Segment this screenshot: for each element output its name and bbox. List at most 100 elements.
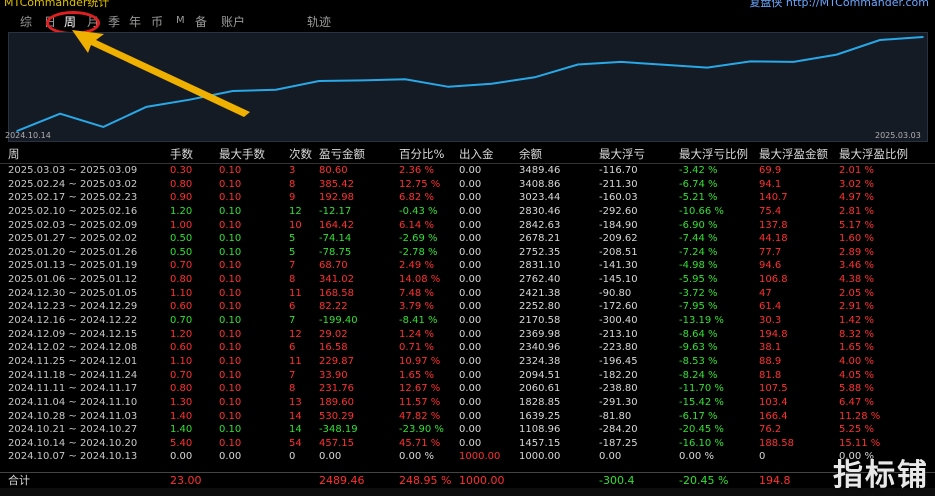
tab-trajectory[interactable]: 轨迹 [307,15,332,29]
cell-max-float-profit: 166.4 [759,410,788,422]
cell-pnl: 16.58 [319,342,348,354]
cell-max-float-profit-pct: 15.11 % [839,437,881,449]
cell-week: 2025.01.27 ~ 2025.02.02 [8,233,138,245]
cell-max-float-loss-pct: -16.10 % [679,437,724,449]
cell-count: 12 [289,205,302,217]
cell-week: 2024.12.09 ~ 2024.12.15 [8,328,138,340]
cell-max-float-loss: -90.80 [599,287,632,299]
cell-pnl: 29.02 [319,328,348,340]
cell-max-float-loss: -184.90 [599,219,638,231]
table-row[interactable]: 2025.02.03 ~ 2025.02.09 1.00 0.10 10 164.42 6… [0,219,935,233]
equity-point [188,98,191,101]
cell-pnl: 229.87 [319,355,354,367]
tab-bar: 综 日 周 月 季 年 币 M 备 账户 轨迹 [0,10,935,32]
cell-lots: 0.80 [170,383,193,395]
cell-max-lots: 0.10 [219,274,242,286]
cell-deposit: 0.00 [459,437,482,449]
cell-balance: 2830.46 [519,205,561,217]
site-link[interactable]: 复盘侠 http://MTCommander.com [749,0,929,9]
tab-overview[interactable]: 综 [20,15,33,29]
cell-max-lots: 0.10 [219,342,242,354]
table-row[interactable]: 2024.10.21 ~ 2024.10.27 1.40 0.10 14 -348.19… [0,423,935,437]
cell-balance: 1457.15 [519,437,561,449]
table-row[interactable]: 2025.03.03 ~ 2025.03.09 0.30 0.10 3 80.60 2.3… [0,164,935,178]
cell-deposit: 0.00 [459,178,482,190]
table-row[interactable]: 2024.10.14 ~ 2024.10.20 5.40 0.10 54 457.15 4… [0,437,935,451]
table-row[interactable]: 2024.12.30 ~ 2025.01.05 1.10 0.10 11 168.58 7… [0,287,935,301]
cell-percent: 45.71 % [399,437,441,449]
cell-pnl: -74.14 [319,233,352,245]
cell-count: 6 [289,301,296,313]
cell-max-lots: 0.10 [219,165,242,176]
cell-max-float-loss-pct: -5.21 % [679,192,718,204]
cell-count: 9 [289,192,296,204]
cell-max-float-loss: -209.62 [599,233,638,245]
equity-point [922,36,924,38]
col-header-count[interactable]: 次数 [289,147,312,161]
cell-lots: 0.70 [170,315,193,327]
cell-balance: 2678.21 [519,233,561,245]
col-header-max-float-loss-pct[interactable]: 最大浮亏比例 [679,147,748,161]
col-header-week[interactable]: 周 [8,147,20,161]
col-header-pnl[interactable]: 盈亏金额 [319,147,365,161]
equity-chart-svg [16,36,924,132]
cell-max-float-profit-pct: 4.00 % [839,355,874,367]
cell-week: 2024.10.14 ~ 2024.10.20 [8,437,138,449]
cell-lots: 0.50 [170,233,193,245]
table-row[interactable]: 2024.11.04 ~ 2024.11.10 1.30 0.10 13 189.60 1… [0,396,935,410]
cell-pnl: 33.90 [319,369,348,381]
cell-balance: 2752.35 [519,246,561,258]
cell-max-float-profit: 75.4 [759,205,782,217]
tab-currency[interactable]: 币 [151,15,164,29]
table-row[interactable]: 2025.01.20 ~ 2025.01.26 0.50 0.10 5 -78.75 -2… [0,246,935,260]
cell-count: 8 [289,383,296,395]
cell-count: 5 [289,233,296,245]
cell-max-lots: 0.10 [219,287,242,299]
col-header-deposit[interactable]: 出入金 [459,147,494,161]
total-cell-percent: 248.95 % [399,474,452,487]
tab-m[interactable]: M [176,15,185,26]
col-header-max-lots[interactable]: 最大手数 [219,147,265,161]
tab-notes[interactable]: 备 [195,15,208,29]
table-row[interactable]: 2024.11.18 ~ 2024.11.24 0.70 0.10 7 33.90 1.6… [0,369,935,383]
tab-year[interactable]: 年 [129,15,142,29]
cell-deposit: 0.00 [459,274,482,286]
table-row[interactable]: 2025.01.06 ~ 2025.01.12 0.80 0.10 8 341.02 14… [0,273,935,287]
cell-max-float-loss: -300.40 [599,315,638,327]
col-header-percent[interactable]: 百分比% [399,147,445,161]
tab-quarter[interactable]: 季 [108,15,121,29]
col-header-lots[interactable]: 手数 [170,147,193,161]
cell-max-float-profit-pct: 0.00 % [839,451,874,463]
table-row[interactable]: 2024.12.02 ~ 2024.12.08 0.60 0.10 6 16.58 0.7… [0,341,935,355]
cell-max-float-loss-pct: 0.00 % [679,451,714,463]
table-row[interactable]: 2024.12.23 ~ 2024.12.29 0.60 0.10 6 82.22 3.7… [0,300,935,314]
cell-count: 7 [289,369,296,381]
cell-pnl: 341.02 [319,274,354,286]
table-row[interactable]: 2025.02.17 ~ 2025.02.23 0.90 0.10 9 192.98 6.… [0,191,935,205]
table-row[interactable]: 2024.10.28 ~ 2024.11.03 1.40 0.10 14 530.29 4… [0,410,935,424]
table-row[interactable]: 2024.11.25 ~ 2024.12.01 1.10 0.10 11 229.87 1… [0,355,935,369]
col-header-max-float-loss[interactable]: 最大浮亏 [599,147,645,161]
cell-max-float-profit-pct: 11.28 % [839,410,881,422]
table-row[interactable]: 2024.12.09 ~ 2024.12.15 1.20 0.10 12 29.02 1.… [0,328,935,342]
table-row[interactable]: 2024.12.16 ~ 2024.12.22 0.70 0.10 7 -199.40 -… [0,314,935,328]
cell-max-float-loss-pct: -10.66 % [679,205,724,217]
table-row[interactable]: 2025.02.10 ~ 2025.02.16 1.20 0.10 12 -12.17 -… [0,205,935,219]
cell-deposit: 0.00 [459,369,482,381]
col-header-balance[interactable]: 余额 [519,147,542,161]
col-header-max-float-profit[interactable]: 最大浮盈金额 [759,147,828,161]
table-row[interactable]: 2025.02.24 ~ 2025.03.02 0.80 0.10 8 385.42 12… [0,178,935,192]
table-row[interactable]: 2024.10.07 ~ 2024.10.13 0.00 0.00 0 0.00 0.00… [0,450,935,464]
tab-account[interactable]: 账户 [221,15,246,29]
table-row[interactable]: 2024.11.11 ~ 2024.11.17 0.80 0.10 8 231.76 12… [0,382,935,396]
cell-max-float-loss: -223.80 [599,342,638,354]
cell-max-float-loss: -116.70 [599,165,638,176]
cell-max-float-profit-pct: 3.02 % [839,178,874,190]
cell-deposit: 0.00 [459,246,482,258]
table-row[interactable]: 2025.01.13 ~ 2025.01.19 0.70 0.10 7 68.70 2.4… [0,259,935,273]
table-row[interactable]: 2025.01.27 ~ 2025.02.02 0.50 0.10 5 -74.14 -2… [0,232,935,246]
col-header-max-float-profit-pct[interactable]: 最大浮盈比例 [839,147,908,161]
equity-series-line [16,36,924,132]
cell-count: 14 [289,424,302,436]
cell-max-float-loss-pct: -7.95 % [679,301,718,313]
